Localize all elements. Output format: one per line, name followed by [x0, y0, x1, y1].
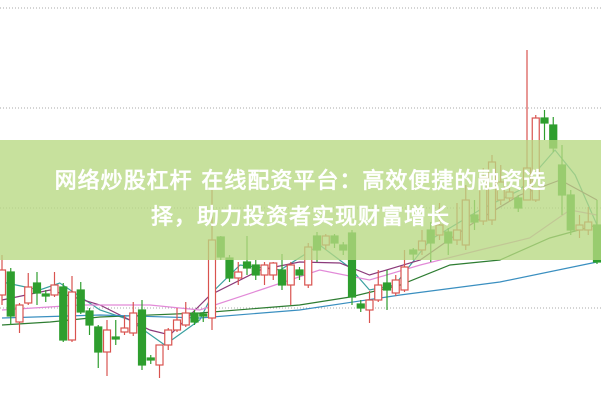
candle-up: [260, 264, 269, 276]
candle-up: [286, 264, 295, 286]
candle-up: [172, 319, 182, 331]
candle-down: [199, 313, 208, 317]
candle-down: [356, 303, 365, 309]
candle-down: [85, 310, 94, 326]
headline-banner: 网络炒股杠杆 在线配资平台：高效便捷的融资选 择，助力投资者实现财富增长: [0, 140, 601, 260]
candle-down: [540, 117, 549, 124]
candle-down: [41, 293, 50, 297]
candle-down: [76, 289, 85, 313]
candle-down: [277, 269, 287, 286]
candle-down: [59, 286, 68, 341]
candle-down: [146, 357, 155, 361]
candle-up: [269, 262, 278, 276]
candle-down: [295, 269, 304, 276]
candle-up: [400, 266, 409, 291]
candle-down: [242, 261, 252, 269]
candle-up: [102, 329, 112, 353]
candle-up: [234, 271, 243, 279]
candle-down: [137, 309, 147, 366]
candle-up: [391, 279, 400, 294]
candle-down: [6, 271, 15, 317]
candle-down: [251, 264, 260, 276]
candle-up: [67, 291, 77, 341]
candle-down: [225, 257, 234, 279]
candle-up: [164, 329, 173, 346]
candle-up: [129, 312, 138, 334]
candle-down: [190, 312, 199, 323]
candle-up: [365, 299, 374, 311]
candle-up: [120, 327, 129, 333]
candle-down: [32, 282, 42, 294]
candle-up: [15, 304, 24, 323]
candle-up: [181, 312, 190, 326]
candle-up: [374, 284, 383, 301]
candle-up: [0, 269, 7, 296]
candle-up: [50, 284, 59, 296]
candle-up: [155, 344, 164, 366]
headline-line-1: 网络炒股杠杆 在线配资平台：高效便捷的融资选: [54, 169, 547, 194]
candle-down: [111, 336, 120, 340]
candle-down: [382, 282, 392, 291]
headline-line-2: 择，助力投资者实现财富增长: [150, 205, 450, 230]
candle-down: [94, 326, 103, 353]
moving-average-line: [1, 261, 598, 319]
candle-up: [24, 286, 33, 304]
